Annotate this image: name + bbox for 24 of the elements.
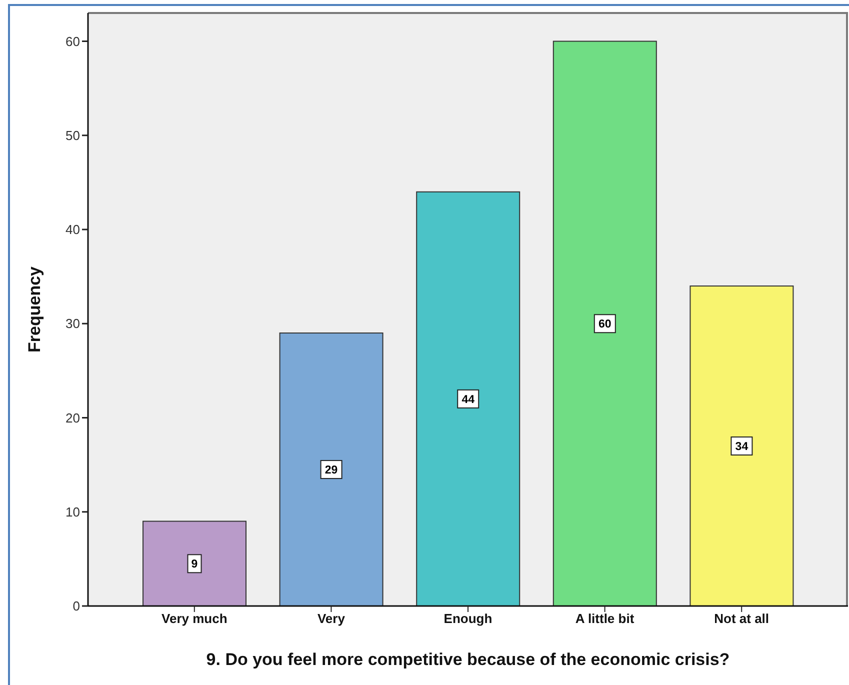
data-label: 34 [735, 440, 749, 453]
bar [142, 520, 246, 606]
y-axis-title: Frequency [25, 266, 44, 352]
y-tick-label: 60 [66, 34, 80, 49]
bar [416, 191, 520, 606]
x-tick-label: Not at all [714, 611, 770, 626]
y-tick-label: 0 [72, 598, 80, 614]
data-label: 60 [598, 318, 612, 331]
bar [279, 332, 384, 606]
y-tick-label: 10 [66, 504, 80, 520]
x-tick-label: Enough [444, 611, 492, 626]
x-tick-label: Very [317, 611, 346, 626]
bar [690, 285, 794, 606]
bar [552, 40, 657, 606]
y-tick-label: 30 [66, 316, 80, 332]
x-axis-title: 9. Do you feel more competitive because of the economic crisis? [206, 650, 730, 669]
y-tick-label: 50 [66, 128, 80, 143]
data-label: 29 [324, 464, 338, 477]
x-tick-label: Very much [162, 611, 228, 626]
x-tick-label: A little bit [575, 611, 635, 626]
data-label: 44 [462, 394, 476, 406]
y-tick-label: 40 [66, 222, 80, 238]
data-label: 9 [191, 558, 198, 571]
y-tick-label: 20 [66, 410, 80, 426]
